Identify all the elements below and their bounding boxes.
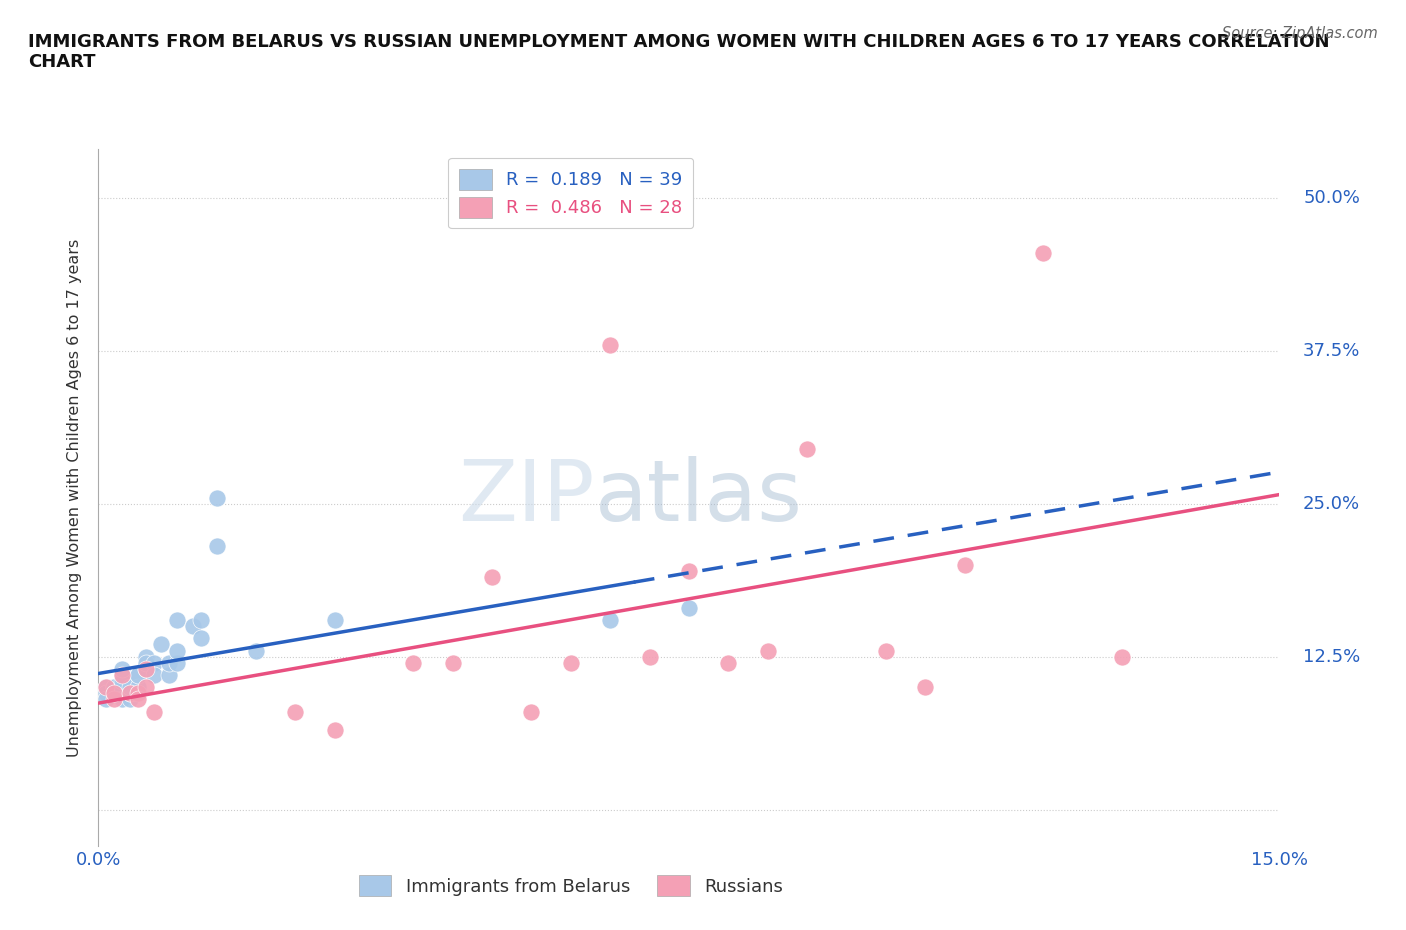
Point xyxy=(103,680,125,695)
Point xyxy=(96,680,118,695)
Point xyxy=(111,668,134,683)
Point xyxy=(166,643,188,658)
Point xyxy=(205,490,228,505)
Point xyxy=(323,723,346,737)
Point xyxy=(135,680,157,695)
Legend: Immigrants from Belarus, Russians: Immigrants from Belarus, Russians xyxy=(347,865,794,907)
Point xyxy=(103,686,125,701)
Point xyxy=(96,686,118,701)
Point xyxy=(118,686,141,701)
Text: ZIP: ZIP xyxy=(458,456,595,539)
Point xyxy=(520,704,543,719)
Point xyxy=(111,692,134,707)
Text: 12.5%: 12.5% xyxy=(1303,647,1361,666)
Point xyxy=(127,668,149,683)
Point xyxy=(1032,246,1054,260)
Point xyxy=(150,637,173,652)
Point xyxy=(323,613,346,628)
Point xyxy=(103,680,125,695)
Point xyxy=(118,680,141,695)
Point xyxy=(103,680,125,695)
Point xyxy=(599,338,621,352)
Text: 37.5%: 37.5% xyxy=(1303,341,1361,360)
Point xyxy=(157,668,180,683)
Point xyxy=(118,692,141,707)
Point xyxy=(190,631,212,645)
Point xyxy=(135,661,157,676)
Point xyxy=(135,661,157,676)
Point xyxy=(157,656,180,671)
Point xyxy=(166,656,188,671)
Point xyxy=(205,539,228,554)
Y-axis label: Unemployment Among Women with Children Ages 6 to 17 years: Unemployment Among Women with Children A… xyxy=(67,238,83,757)
Point xyxy=(142,656,165,671)
Point xyxy=(560,656,582,671)
Point xyxy=(103,686,125,701)
Point xyxy=(796,441,818,456)
Point xyxy=(135,649,157,664)
Text: Source: ZipAtlas.com: Source: ZipAtlas.com xyxy=(1222,26,1378,41)
Point xyxy=(181,618,204,633)
Point xyxy=(118,686,141,701)
Point xyxy=(402,656,425,671)
Point xyxy=(111,680,134,695)
Point xyxy=(1111,649,1133,664)
Point xyxy=(96,680,118,695)
Point xyxy=(96,692,118,707)
Point xyxy=(142,704,165,719)
Point xyxy=(103,692,125,707)
Point xyxy=(142,668,165,683)
Point xyxy=(127,692,149,707)
Point xyxy=(875,643,897,658)
Point xyxy=(756,643,779,658)
Point xyxy=(111,661,134,676)
Point xyxy=(111,673,134,688)
Point xyxy=(127,686,149,701)
Point xyxy=(441,656,464,671)
Point xyxy=(717,656,740,671)
Point xyxy=(245,643,267,658)
Text: 25.0%: 25.0% xyxy=(1303,495,1360,512)
Point xyxy=(135,656,157,671)
Point xyxy=(914,680,936,695)
Point xyxy=(284,704,307,719)
Text: 50.0%: 50.0% xyxy=(1303,189,1360,206)
Point xyxy=(678,600,700,615)
Point xyxy=(127,680,149,695)
Point xyxy=(678,564,700,578)
Point xyxy=(953,557,976,572)
Point xyxy=(599,613,621,628)
Point xyxy=(127,668,149,683)
Point xyxy=(481,570,503,585)
Point xyxy=(111,668,134,683)
Point xyxy=(118,686,141,701)
Point xyxy=(166,613,188,628)
Point xyxy=(190,613,212,628)
Text: atlas: atlas xyxy=(595,456,803,539)
Point xyxy=(638,649,661,664)
Text: IMMIGRANTS FROM BELARUS VS RUSSIAN UNEMPLOYMENT AMONG WOMEN WITH CHILDREN AGES 6: IMMIGRANTS FROM BELARUS VS RUSSIAN UNEMP… xyxy=(28,33,1330,72)
